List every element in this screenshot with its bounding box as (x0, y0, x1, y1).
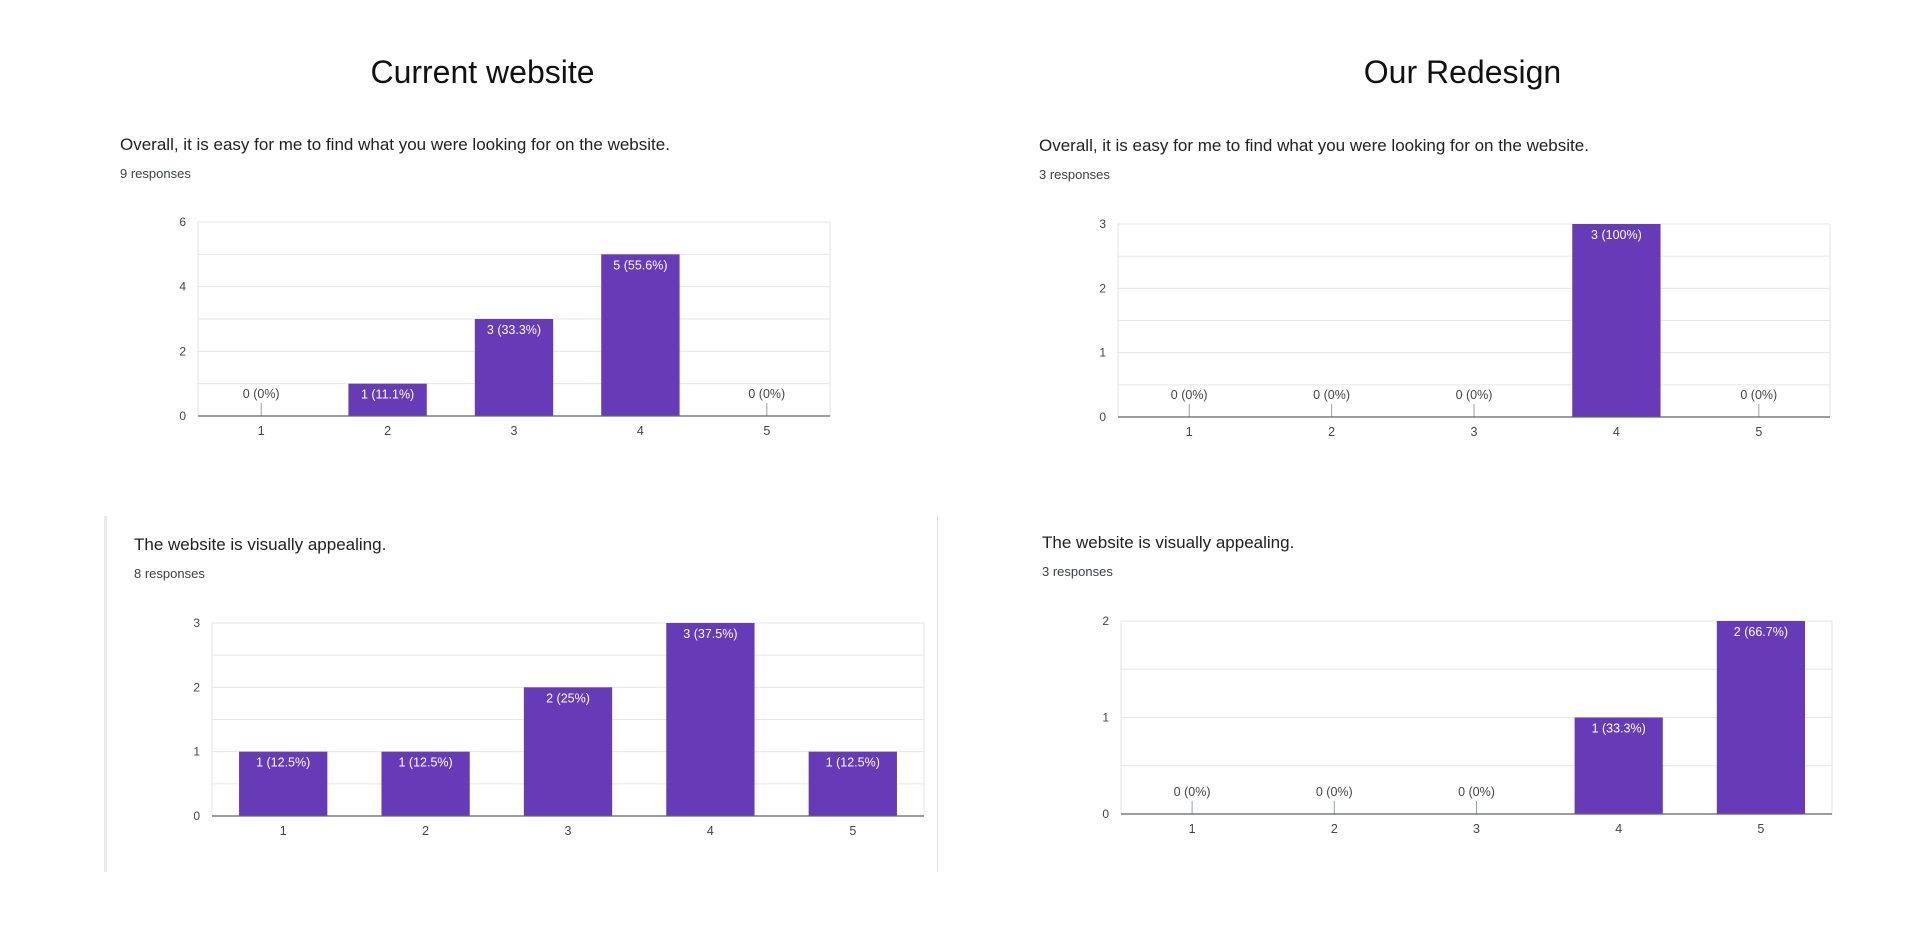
data-label: 1 (12.5%) (398, 756, 452, 770)
x-tick-label: 4 (1613, 425, 1620, 439)
x-tick-label: 4 (637, 424, 644, 438)
y-tick-label: 1 (1099, 346, 1106, 360)
x-tick-label: 5 (1755, 425, 1762, 439)
response-count: 3 responses (1042, 564, 1113, 579)
data-label: 3 (33.3%) (487, 323, 541, 337)
card-right-border (937, 516, 938, 872)
response-count: 9 responses (120, 166, 191, 181)
data-label: 0 (0%) (1740, 388, 1777, 402)
data-label: 1 (33.3%) (1592, 722, 1646, 736)
bar (474, 319, 554, 416)
current-website-heading: Current website (370, 54, 595, 90)
x-tick-label: 4 (707, 824, 714, 838)
bar-chart-current-ease: 0 2 4 6 0 (0%) 1 1 (11.1%) 2 3 (33.3%) 3 5 (55.6%)… (179, 215, 831, 438)
y-tick-label: 0 (1102, 807, 1109, 821)
panel-current-visual: The website is visually appealing. 8 res… (134, 535, 934, 855)
x-tick-label: 1 (280, 824, 287, 838)
data-label: 2 (66.7%) (1734, 625, 1788, 639)
data-label: 1 (12.5%) (826, 756, 880, 770)
y-tick-label: 0 (1099, 410, 1106, 424)
bar-chart-current-visual: 0 1 2 3 1 (12.5%) 1 1 (12.5%) 2 2 (25%) 3 3 (37.5%… (193, 616, 925, 838)
y-tick-label: 1 (1102, 711, 1109, 725)
x-tick-label: 3 (1471, 425, 1478, 439)
data-label: 0 (0%) (243, 387, 280, 401)
y-tick-label: 4 (179, 280, 186, 294)
bar (348, 383, 427, 416)
x-tick-label: 2 (384, 424, 391, 438)
data-label: 1 (11.1%) (361, 388, 414, 402)
y-tick-label: 0 (179, 409, 186, 423)
bar (666, 623, 755, 816)
x-tick-label: 2 (1328, 425, 1335, 439)
x-tick-label: 5 (1757, 822, 1764, 836)
bar (523, 687, 613, 816)
y-tick-label: 2 (179, 344, 186, 358)
y-tick-label: 3 (1099, 217, 1106, 231)
x-tick-label: 3 (511, 424, 518, 438)
bar-chart-redesign-ease: 0 1 2 3 0 (0%) 1 0 (0%) 2 0 (0%) 3 3 (100%) 4 0 (0%)… (1099, 217, 1831, 439)
our-redesign-heading: Our Redesign (1363, 54, 1562, 90)
bar (808, 751, 897, 816)
y-tick-label: 2 (1099, 281, 1106, 295)
data-label: 3 (37.5%) (683, 627, 737, 641)
data-label: 0 (0%) (1174, 785, 1211, 799)
data-label: 0 (0%) (1313, 388, 1350, 402)
response-count: 3 responses (1039, 167, 1110, 182)
data-label: 1 (12.5%) (256, 756, 310, 770)
panel-redesign-ease: Overall, it is easy for me to find what … (1039, 136, 1839, 456)
x-tick-label: 3 (1473, 822, 1480, 836)
data-label: 3 (100%) (1591, 228, 1642, 242)
x-tick-label: 5 (763, 424, 770, 438)
data-label: 2 (25%) (546, 691, 590, 705)
y-tick-label: 6 (179, 215, 186, 229)
y-tick-label: 2 (1102, 614, 1109, 628)
x-tick-label: 1 (1186, 425, 1193, 439)
bar (601, 254, 680, 416)
bar (381, 751, 470, 816)
y-tick-label: 2 (193, 680, 200, 694)
bar (1716, 621, 1805, 814)
question-title: The website is visually appealing. (1042, 533, 1295, 552)
question-title: The website is visually appealing. (134, 535, 387, 554)
question-title: Overall, it is easy for me to find what … (1039, 136, 1589, 155)
panel-current-ease: Overall, it is easy for me to find what … (120, 135, 920, 455)
x-tick-label: 1 (258, 424, 265, 438)
panel-redesign-visual: The website is visually appealing. 3 res… (1042, 533, 1842, 853)
data-label: 0 (0%) (1316, 785, 1353, 799)
y-tick-label: 0 (193, 809, 200, 823)
data-label: 0 (0%) (1171, 388, 1208, 402)
data-label: 0 (0%) (1456, 388, 1493, 402)
x-tick-label: 2 (422, 824, 429, 838)
question-title: Overall, it is easy for me to find what … (120, 135, 670, 154)
bar (1574, 717, 1663, 814)
data-label: 0 (0%) (1458, 785, 1495, 799)
card-left-border (104, 516, 107, 872)
data-label: 5 (55.6%) (613, 258, 667, 272)
x-tick-label: 5 (849, 824, 856, 838)
x-tick-label: 2 (1331, 822, 1338, 836)
x-tick-label: 4 (1615, 822, 1622, 836)
y-tick-label: 3 (193, 616, 200, 630)
data-label: 0 (0%) (748, 387, 785, 401)
bar (1572, 224, 1661, 417)
bar-chart-redesign-visual: 0 1 2 0 (0%) 1 0 (0%) 2 0 (0%) 3 1 (33.3%) 4 2 (66.… (1102, 614, 1833, 836)
x-tick-label: 3 (565, 824, 572, 838)
x-tick-label: 1 (1189, 822, 1196, 836)
response-count: 8 responses (134, 566, 205, 581)
y-tick-label: 1 (193, 745, 200, 759)
bar (239, 751, 328, 816)
